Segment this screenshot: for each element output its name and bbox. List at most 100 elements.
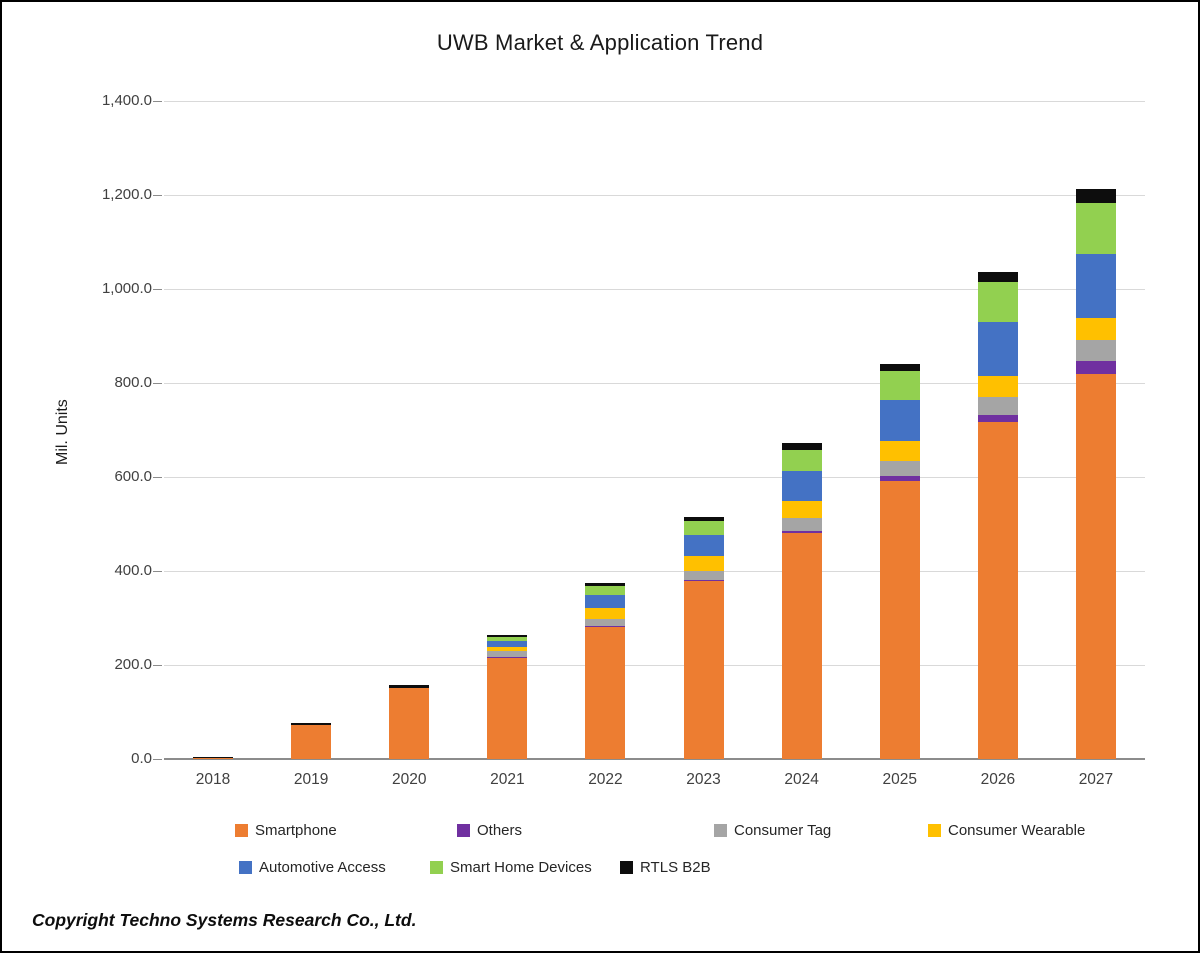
bar-segment-smartphone-2021 bbox=[487, 657, 528, 759]
bar-segment-smart-home-devices-2027 bbox=[1075, 202, 1116, 255]
gridline bbox=[164, 101, 1145, 102]
bar-segment-smartphone-2023 bbox=[683, 581, 724, 759]
bar-segment-rtls-b2b-2019 bbox=[291, 723, 332, 726]
bar-segment-consumer-tag-2021 bbox=[487, 651, 528, 658]
bar-segment-rtls-b2b-2022 bbox=[585, 583, 626, 587]
gridline bbox=[164, 665, 1145, 666]
bar-segment-rtls-b2b-2021 bbox=[487, 634, 528, 637]
bar-segment-others-2021 bbox=[487, 657, 528, 658]
y-tick-mark bbox=[153, 289, 162, 290]
bar-segment-smartphone-2025 bbox=[879, 481, 920, 759]
legend-swatch-icon bbox=[430, 860, 443, 874]
stacked-bar-2018 bbox=[193, 756, 234, 759]
stacked-bar-2019 bbox=[291, 723, 332, 759]
gridline bbox=[164, 477, 1145, 478]
gridline bbox=[164, 571, 1145, 572]
x-tick-label-2025: 2025 bbox=[882, 771, 917, 788]
legend-item-smart-home-devices: Smart Home Devices bbox=[430, 858, 592, 876]
stacked-bar-2025 bbox=[879, 363, 920, 759]
bar-segment-automotive-access-2025 bbox=[879, 400, 920, 442]
x-tick-label-2019: 2019 bbox=[293, 771, 329, 788]
bar-segment-smart-home-devices-2025 bbox=[879, 371, 920, 401]
x-tick-label-2021: 2021 bbox=[490, 771, 525, 788]
bar-segment-consumer-wearable-2024 bbox=[781, 501, 822, 519]
bar-segment-rtls-b2b-2026 bbox=[977, 272, 1018, 282]
y-tick-label: 1,000.0 bbox=[101, 280, 152, 297]
bar-segment-others-2023 bbox=[683, 579, 724, 582]
bar-column-2018 bbox=[164, 101, 262, 759]
legend-swatch-icon bbox=[235, 823, 248, 837]
bar-segment-consumer-tag-2023 bbox=[683, 570, 724, 580]
y-tick-label: 1,400.0 bbox=[101, 92, 152, 109]
stacked-bar-2027 bbox=[1075, 189, 1116, 759]
bar-segment-consumer-tag-2026 bbox=[977, 397, 1018, 415]
y-tick-mark bbox=[153, 477, 162, 478]
legend-swatch-icon bbox=[928, 823, 941, 837]
bar-segment-smartphone-2018 bbox=[193, 758, 234, 759]
legend-label: Smart Home Devices bbox=[450, 858, 592, 876]
legend-item-smartphone: Smartphone bbox=[235, 821, 337, 839]
y-tick-label: 0.0 bbox=[131, 750, 152, 767]
y-tick-mark bbox=[153, 101, 162, 102]
bar-segment-consumer-wearable-2021 bbox=[487, 646, 528, 652]
legend-swatch-icon bbox=[714, 823, 727, 837]
bar-segment-smartphone-2019 bbox=[291, 725, 332, 759]
bar-column-2022 bbox=[556, 101, 654, 759]
y-tick-label: 200.0 bbox=[114, 656, 152, 673]
bar-segment-smart-home-devices-2023 bbox=[683, 521, 724, 536]
bar-segment-others-2025 bbox=[879, 476, 920, 482]
bar-segment-consumer-wearable-2027 bbox=[1075, 318, 1116, 341]
legend-swatch-icon bbox=[239, 860, 252, 874]
bar-segment-smartphone-2026 bbox=[977, 422, 1018, 759]
x-tick-label-2027: 2027 bbox=[1078, 771, 1114, 788]
x-tick-label-2024: 2024 bbox=[784, 771, 819, 788]
legend-item-automotive-access: Automotive Access bbox=[239, 858, 386, 876]
bar-segment-others-2022 bbox=[585, 626, 626, 628]
bar-segment-others-2024 bbox=[781, 530, 822, 534]
bar-segment-others-2027 bbox=[1075, 361, 1116, 375]
x-tick-label-2022: 2022 bbox=[588, 771, 623, 788]
bar-segment-smartphone-2022 bbox=[585, 627, 626, 759]
gridline bbox=[164, 289, 1145, 290]
legend-item-rtls-b2b: RTLS B2B bbox=[620, 859, 711, 876]
stacked-bar-2026 bbox=[977, 272, 1018, 759]
x-axis-line bbox=[164, 758, 1145, 760]
plot-area bbox=[164, 101, 1145, 760]
stacked-bar-2023 bbox=[683, 517, 724, 759]
bar-segment-consumer-tag-2024 bbox=[781, 518, 822, 531]
legend-item-others: Others bbox=[457, 821, 523, 839]
legend-label: Consumer Tag bbox=[734, 821, 832, 839]
bar-segment-rtls-b2b-2024 bbox=[781, 443, 822, 450]
bar-segment-rtls-b2b-2027 bbox=[1075, 189, 1116, 203]
y-tick-mark bbox=[153, 383, 162, 384]
bar-segment-rtls-b2b-2023 bbox=[683, 517, 724, 522]
y-tick-label: 1,200.0 bbox=[101, 186, 152, 203]
bar-segment-consumer-wearable-2022 bbox=[585, 608, 626, 619]
bar-segment-smart-home-devices-2021 bbox=[487, 636, 528, 641]
chart-title: UWB Market & Application Trend bbox=[436, 30, 764, 55]
y-tick-mark bbox=[153, 195, 162, 196]
bar-segment-smartphone-2024 bbox=[781, 533, 822, 759]
bar-segment-consumer-wearable-2026 bbox=[977, 375, 1018, 398]
gridline bbox=[164, 383, 1145, 384]
legend-item-consumer-tag: Consumer Tag bbox=[714, 821, 832, 839]
bar-column-2023 bbox=[655, 101, 753, 759]
legend-label: Others bbox=[477, 821, 523, 839]
legend-label: Automotive Access bbox=[259, 858, 386, 876]
bar-segment-automotive-access-2024 bbox=[781, 470, 822, 502]
bar-column-2019 bbox=[262, 101, 360, 759]
y-tick-mark bbox=[153, 759, 162, 760]
bar-segment-others-2026 bbox=[977, 414, 1018, 423]
stacked-bar-2020 bbox=[389, 684, 430, 759]
x-tick-label-2020: 2020 bbox=[391, 771, 427, 788]
bar-column-2027 bbox=[1047, 101, 1145, 759]
bar-segment-automotive-access-2022 bbox=[585, 595, 626, 609]
bar-segment-rtls-b2b-2025 bbox=[879, 363, 920, 372]
bar-segment-smartphone-2027 bbox=[1075, 374, 1116, 759]
bar-segment-rtls-b2b-2020 bbox=[389, 684, 430, 688]
gridline bbox=[164, 195, 1145, 196]
copyright-text: Copyright Techno Systems Research Co., L… bbox=[32, 910, 417, 930]
legend-label: Smartphone bbox=[255, 821, 337, 839]
stacked-bar-2022 bbox=[585, 583, 626, 759]
